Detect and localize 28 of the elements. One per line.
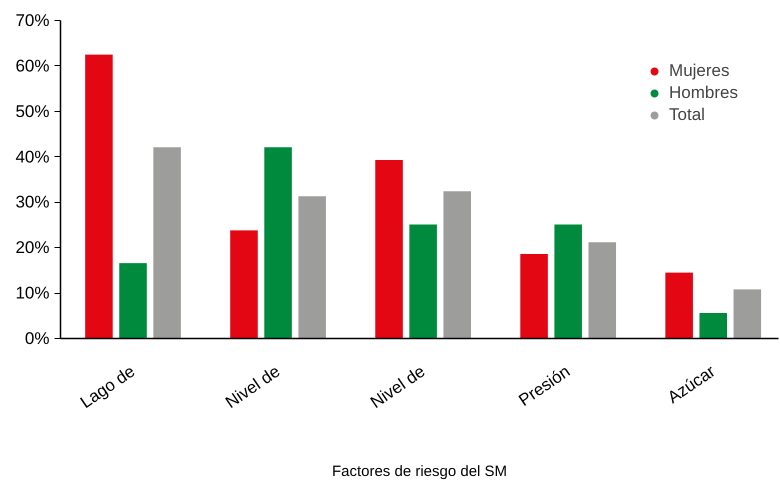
y-tick-label: 0%: [24, 329, 50, 348]
x-axis-title: Factores de riesgo del SM: [332, 462, 508, 480]
bar: [588, 242, 616, 338]
bar: [409, 224, 437, 338]
legend-label: Hombres: [669, 83, 738, 103]
bar: [230, 230, 258, 338]
y-tick-label: 20%: [15, 238, 50, 258]
y-tick-label: 40%: [15, 147, 50, 166]
y-tick-label: 10%: [15, 284, 50, 303]
y-tick-label: 30%: [15, 192, 50, 212]
x-tick-label: Lago de: [76, 362, 138, 412]
bar: [153, 147, 181, 338]
bar: [443, 191, 471, 338]
bar: [734, 289, 762, 338]
legend-label: Total: [669, 105, 705, 125]
bar: [119, 263, 147, 338]
bar: [264, 147, 292, 338]
bar: [554, 224, 582, 338]
y-tick-label: 70%: [15, 11, 50, 30]
bar: [699, 313, 728, 338]
bar: [298, 196, 326, 338]
y-tick-label: 50%: [15, 102, 50, 121]
legend-label: Mujeres: [669, 61, 730, 81]
bar: [665, 272, 693, 338]
bar: [375, 160, 403, 338]
bar: [85, 54, 113, 338]
bar: [520, 254, 548, 338]
y-tick-label: 60%: [15, 56, 50, 76]
